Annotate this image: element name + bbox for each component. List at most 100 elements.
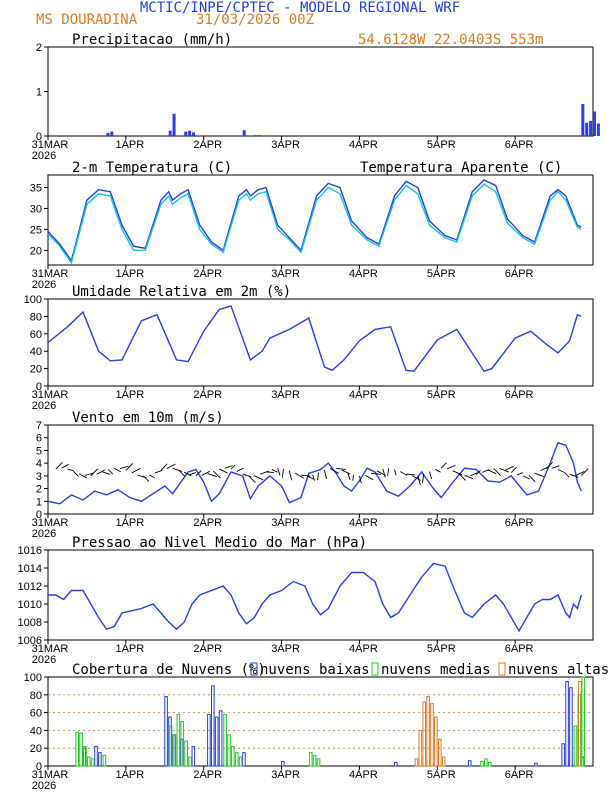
x-year-label: 2026 [32, 150, 56, 162]
cloud-bar-1 [79, 732, 83, 767]
x-tick-label: 6APR [505, 268, 534, 280]
x-year-label: 2026 [32, 654, 56, 666]
legend-label: nuvens medias [381, 662, 491, 678]
wind-arrow [557, 469, 564, 473]
x-tick-label: 1APR [115, 139, 144, 151]
wind-arrow [534, 472, 545, 478]
cloud-bar-2 [578, 680, 582, 767]
y-tick-label: 30 [30, 203, 42, 215]
y-tick-label: 80 [30, 311, 42, 323]
x-tick-label: 6APR [505, 517, 534, 529]
wind-arrow [487, 469, 497, 475]
wind-arrow [528, 474, 536, 483]
y-tick-label: 1 [36, 496, 42, 508]
x-tick-label: 31MAR [32, 389, 69, 401]
x-tick-label: 5APR [427, 389, 456, 401]
y-tick-label: 1010 [18, 599, 42, 611]
wind-arrow [545, 461, 553, 470]
cloud-bar-1 [90, 758, 95, 767]
wind-arrow [352, 474, 355, 481]
x-tick-label: 5APR [427, 643, 456, 655]
x-tick-label: 3APR [271, 643, 300, 655]
wind-arrow [330, 468, 339, 474]
wind-arrow [422, 474, 425, 484]
x-tick-label: 2APR [193, 139, 222, 151]
x-tick-label: 4APR [349, 389, 378, 401]
y-tick-label: 1 [36, 87, 42, 99]
cloud-bar-0 [467, 760, 472, 767]
x-tick-label: 31MAR [32, 517, 69, 529]
header-coordinates: 54.6128W 22.0403S 553m [358, 32, 543, 48]
x-tick-label: 4APR [349, 643, 378, 655]
y-tick-label: 0 [36, 131, 42, 143]
y-tick-label: 100 [24, 672, 42, 684]
cloud-bar-1 [234, 752, 239, 767]
series-line-0 [47, 441, 582, 505]
panel-title: Vento em 10m (m/s) [72, 410, 224, 426]
y-tick-label: 60 [30, 329, 42, 341]
x-tick-label: 1APR [115, 769, 144, 781]
precip-bar [110, 131, 114, 136]
wind-arrow [382, 468, 386, 478]
wind-arrow [265, 471, 274, 474]
y-tick-label: 60 [30, 708, 42, 720]
x-tick-label: 3APR [271, 268, 300, 280]
wind-arrow [371, 472, 381, 475]
wind-arrow [67, 468, 74, 472]
y-tick-label: 2 [36, 484, 42, 496]
y-tick-label: 0 [36, 381, 42, 393]
wind-arrow [61, 463, 69, 469]
wind-arrow [341, 469, 351, 475]
x-tick-label: 5APR [427, 769, 456, 781]
precip-bar [184, 131, 188, 136]
cloud-bar-1 [172, 734, 177, 767]
cloud-bar-0 [393, 761, 398, 767]
wind-arrow [336, 467, 346, 470]
precip-bar [188, 130, 192, 136]
wind-arrow [417, 475, 421, 486]
wind-arrow [195, 470, 202, 477]
cloud-bar-2 [434, 716, 438, 767]
y-tick-label: 100 [24, 294, 42, 306]
cloud-bar-0 [534, 762, 538, 767]
wind-arrow [254, 475, 264, 481]
wind-arrow [464, 474, 474, 480]
x-tick-label: 4APR [349, 769, 378, 781]
wind-arrow [281, 468, 284, 478]
cloud-bar-1 [312, 754, 317, 767]
x-tick-label: 4APR [349, 268, 378, 280]
wind-arrow [90, 468, 99, 477]
cloud-bar-1 [102, 754, 107, 767]
legend-label: nuvens baixas [260, 662, 370, 678]
x-tick-label: 2APR [193, 517, 222, 529]
y-tick-label: 1008 [18, 617, 42, 629]
x-tick-label: 1APR [115, 643, 144, 655]
cloud-bar-0 [98, 752, 102, 767]
header-location: MS DOURADINA [36, 12, 138, 28]
wind-arrow [178, 469, 186, 477]
wind-arrow [166, 463, 176, 469]
y-tick-label: 40 [30, 346, 42, 358]
cloud-bar-0 [242, 752, 246, 767]
wind-arrow [475, 470, 481, 475]
cloud-bar-1 [487, 761, 492, 767]
x-tick-label: 3APR [271, 389, 300, 401]
cloud-bar-1 [480, 761, 484, 767]
x-tick-label: 2APR [193, 769, 222, 781]
precip-bar [581, 103, 585, 136]
cloud-bar-1 [75, 731, 79, 767]
cloud-bar-1 [168, 725, 173, 767]
x-year-label: 2026 [32, 279, 56, 291]
x-tick-label: 4APR [349, 139, 378, 151]
wind-arrow [96, 469, 106, 475]
y-tick-label: 4 [36, 458, 42, 470]
cloud-bar-0 [207, 713, 211, 767]
wind-arrow [358, 475, 362, 484]
y-tick-label: 20 [30, 245, 42, 257]
panel-title: Pressao ao Nivel Medio do Mar (hPa) [72, 535, 367, 551]
wind-arrow [113, 467, 122, 473]
wind-arrow [429, 471, 433, 480]
precip-bar [589, 120, 593, 136]
wind-arrow [143, 475, 150, 482]
precip-bar [242, 130, 246, 136]
